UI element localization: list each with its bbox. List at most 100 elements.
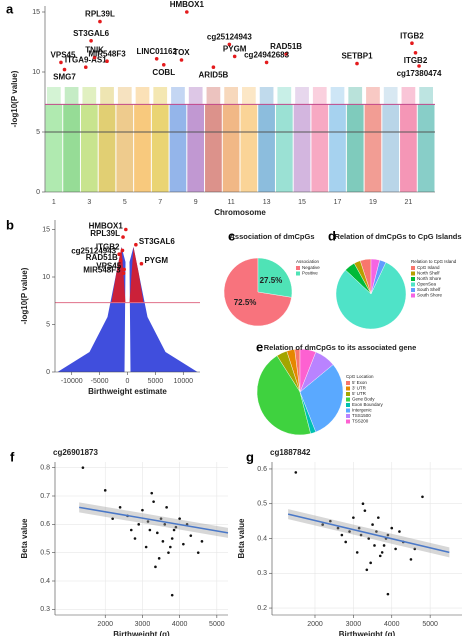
pie-slice [299,348,317,393]
legend-swatch [346,414,350,418]
y-tick-label: 0 [36,189,40,196]
pie-slice [223,257,292,327]
chromosome-band [275,104,293,192]
point [344,540,347,544]
gene-label: PYGM [223,45,247,54]
chromosome-band [100,87,114,104]
chromosome-band [116,104,134,192]
pie-slice [370,258,380,295]
pie-slice [256,355,311,436]
x-tick-label: 2000 [307,621,323,628]
highlight-point [211,65,216,69]
highlight-point [232,54,237,59]
point [398,530,401,533]
chromosome-band [383,87,398,104]
point [336,526,340,530]
fit-line [79,506,229,534]
y-axis-title: Beta value [237,518,246,559]
chromosome-band [311,104,329,192]
panel-label: d [328,228,336,243]
highlight-point [89,39,93,43]
gene-label: RAD51B [270,42,302,51]
highlight-point [284,52,288,56]
gene-label: RAD51B [86,253,118,262]
gene-label: ST3GAL6 [139,237,176,246]
x-tick-label: 7 [158,199,162,206]
legend-label: Intergenic [352,408,373,413]
point [382,544,386,547]
legend-swatch [411,271,415,276]
chromosome-band [346,104,364,192]
x-tick-label: -10000 [61,378,83,385]
y-axis-title: -log10(P value) [20,267,29,324]
point [365,568,369,572]
legend-label: Exon Boundary [352,402,384,407]
highlight-point [98,19,102,24]
y-tick-label: 0.8 [40,465,50,472]
x-tick-label: 21 [405,199,413,206]
x-axis-title: Birthweight (g) [339,630,396,636]
x-tick-label: 5 [123,199,127,206]
gene-label: RPL39L [90,229,120,238]
x-tick-label: 10000 [174,378,194,385]
chromosome-band [82,87,97,104]
gene-label: COBL [152,68,175,77]
x-tick-label: 2000 [97,621,113,628]
legend-swatch [346,397,350,402]
point [390,526,394,530]
legend-title: CpG Location [346,374,374,379]
gene-label: ITGB2 [400,31,424,40]
highlight-point [139,261,144,266]
legend-swatch [411,266,415,270]
gene-label: cg17380474 [397,69,442,78]
chromosome-band [187,104,205,192]
point [154,565,157,569]
point [178,517,181,520]
chromosome-band [295,87,309,104]
gene-label: TNIK [85,46,104,55]
significant-cloud [129,247,144,303]
legend-swatch [411,277,415,281]
chromosome-band [240,104,258,192]
chromosome-band [205,104,222,192]
legend-label: TSS200 [352,419,369,424]
gene-label: cg25124943 [207,33,252,42]
gene-label: MIR548F3 [83,265,121,274]
x-tick-label: 0 [126,378,130,385]
gene-label: HMBOX1 [89,222,124,231]
legend-title: Association [296,259,320,264]
x-axis-title: Chromosome [214,208,266,217]
legend-label: TSS1500 [352,413,371,418]
y-tick-label: 0 [46,369,50,376]
panel-label: c [228,228,235,243]
panel-label: f [10,449,15,464]
highlight-point [121,235,125,239]
highlight-point [179,58,184,62]
chromosome-band [80,104,98,192]
highlight-point [185,10,189,14]
legend-swatch [411,288,415,292]
gene-label: ITGB2 [404,56,428,65]
highlight-point [227,42,232,47]
point [182,542,185,546]
highlight-point [62,67,67,72]
highlight-point [264,60,269,65]
gene-label: ST3GAL6 [73,29,110,38]
chromosome-band [242,87,256,104]
x-tick-label: 1 [52,199,56,206]
point [137,523,141,526]
y-axis-title: Beta value [20,518,29,559]
highlight-point [105,59,109,63]
pie-title: Relation of dmCpGs to CpG Islands [334,232,461,241]
highlight-point [410,41,414,45]
highlight-point [117,252,121,256]
highlight-point [413,51,418,55]
chromosome-band [47,87,61,104]
gene-label: ARID5B [199,70,229,79]
x-axis-title: Birthweight estimate [88,387,167,396]
chromosome-band [364,104,382,192]
point [369,561,372,565]
fit-line [287,513,450,554]
legend-label: 5' Exon [352,380,367,385]
legend-label: Positive [302,271,318,276]
